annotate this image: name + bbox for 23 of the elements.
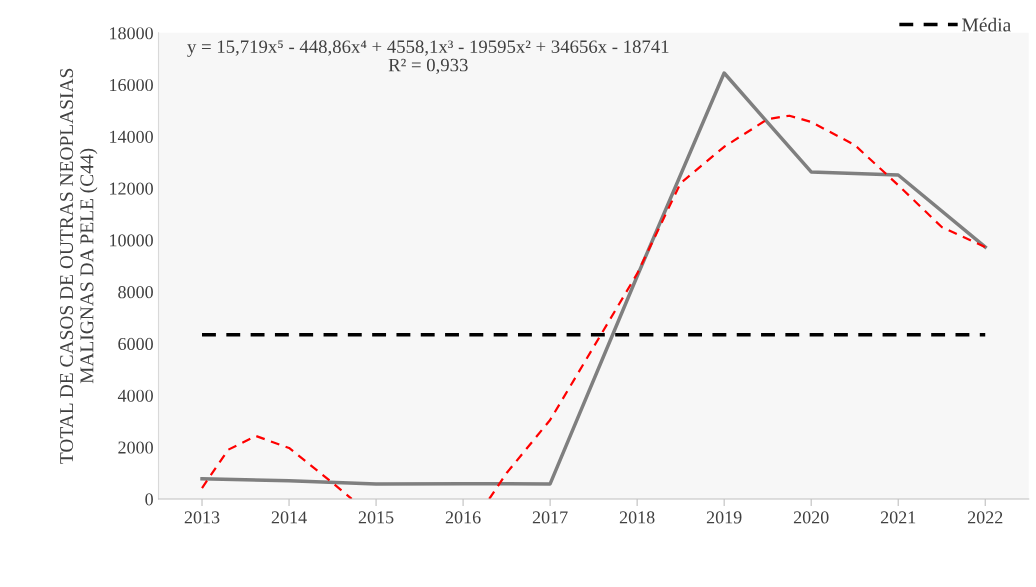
y-tick-label: 8000 xyxy=(118,286,153,299)
x-tick-label: 2018 xyxy=(619,511,655,524)
x-tick-label: 2017 xyxy=(532,511,568,524)
x-tick-label: 2020 xyxy=(793,511,829,524)
y-tick-label: 4000 xyxy=(117,389,153,402)
y-tick-label: 12000 xyxy=(110,182,153,195)
x-tick-label: 2015 xyxy=(358,511,394,524)
y-axis-title: TOTAL DE CASOS DE OUTRAS NEOPLASIAS MALIGNAS DA PELE (C44) xyxy=(60,68,98,464)
y-tick-label: 2000 xyxy=(118,441,153,454)
x-tick-label: 2013 xyxy=(184,511,220,524)
x-tick-label: 2016 xyxy=(445,511,481,524)
x-tick-label: 2022 xyxy=(967,511,1003,524)
y-tick-label: 18000 xyxy=(110,27,153,40)
x-tick-label: 2021 xyxy=(880,511,916,524)
y-tick-label: 16000 xyxy=(110,78,153,92)
y-tick-label: 14000 xyxy=(110,130,153,143)
x-tick-label: 2014 xyxy=(271,511,307,524)
legend-label: Média xyxy=(962,17,1011,32)
x-tick-label: 2019 xyxy=(706,511,742,524)
annotation: y = 15,719x⁵ - 448,86x⁴ + 4558,1x³ - 19595x² + 34656x - 18741 R² = 0,933 xyxy=(187,40,669,75)
y-tick-label: 6000 xyxy=(118,337,153,351)
y-tick-label: 0 xyxy=(145,493,153,506)
y-tick-label: 10000 xyxy=(110,234,153,247)
